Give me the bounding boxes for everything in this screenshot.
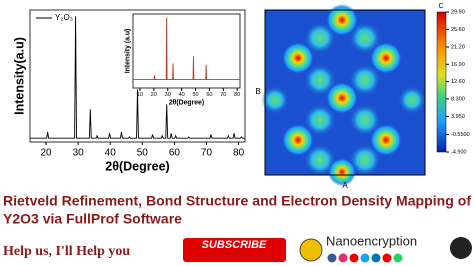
colorbar-tick-label: 25.60 bbox=[451, 27, 465, 33]
x-tick-label: 40 bbox=[105, 148, 117, 159]
x-tick-label: 70 bbox=[220, 92, 226, 98]
x-tick-label: 50 bbox=[137, 148, 149, 159]
x-tick-label: 80 bbox=[234, 92, 240, 98]
colorbar-tick-label: 29.90 bbox=[451, 9, 465, 15]
y-axis-label: Intensity (a.u) bbox=[124, 29, 131, 74]
data-line bbox=[133, 17, 240, 80]
colorbar-label: C bbox=[438, 3, 443, 10]
x-tick-label: 80 bbox=[233, 148, 245, 159]
colorbar-tick-label: 3.950 bbox=[451, 114, 465, 120]
x-tick-label: 60 bbox=[169, 148, 181, 159]
subscribe-text[interactable]: SUBSCRIBE bbox=[202, 239, 267, 251]
x-tick-label: 30 bbox=[73, 148, 85, 159]
x-tick-label: 70 bbox=[201, 148, 213, 159]
x-tick-label: 20 bbox=[151, 92, 157, 98]
plot-frame bbox=[132, 13, 241, 89]
social-icons bbox=[327, 253, 403, 263]
x-tick-label: 50 bbox=[192, 92, 198, 98]
colorbar-tick-label: 16.90 bbox=[451, 62, 465, 68]
x-tick-label: 40 bbox=[179, 92, 185, 98]
density-map bbox=[261, 4, 447, 186]
title-line: Rietveld Refinement, Bond Structure and … bbox=[3, 193, 471, 209]
x-axis-label: 2θ(Degree) bbox=[105, 159, 169, 173]
x-tick-label: 30 bbox=[165, 92, 171, 98]
colorbar-tick-label: -4.900 bbox=[451, 149, 467, 155]
legend-label: Y₂O₃ bbox=[55, 13, 73, 22]
data-line bbox=[30, 16, 245, 139]
y-axis-label: B bbox=[255, 87, 260, 96]
x-axis-label: A bbox=[342, 181, 348, 190]
subscribe-button[interactable] bbox=[183, 238, 286, 262]
footer-help: Help us, I'll Help you bbox=[3, 244, 130, 259]
colorbar-tick-label: 21.20 bbox=[451, 44, 465, 50]
colorbar-tick-label: -0.5500 bbox=[451, 132, 470, 138]
y-axis-label: Intensity(a.u) bbox=[12, 37, 26, 115]
x-tick-label: 20 bbox=[40, 148, 52, 159]
x-tick-label: 10 bbox=[137, 92, 143, 98]
line-chart: 10 20 30 40 50 60 70 80 2θ(Degree) Intensity (a.u… bbox=[124, 13, 241, 106]
colorbar-tick-label: 12.60 bbox=[451, 79, 465, 85]
title-line: Y2O3 via FullProf Software bbox=[3, 211, 182, 227]
brand: Nanoencryption bbox=[326, 233, 417, 248]
colorbar-tick-label: 8.300 bbox=[451, 96, 465, 102]
x-axis-label: 2θ(Degree) bbox=[169, 99, 204, 106]
x-tick-label: 60 bbox=[206, 92, 212, 98]
